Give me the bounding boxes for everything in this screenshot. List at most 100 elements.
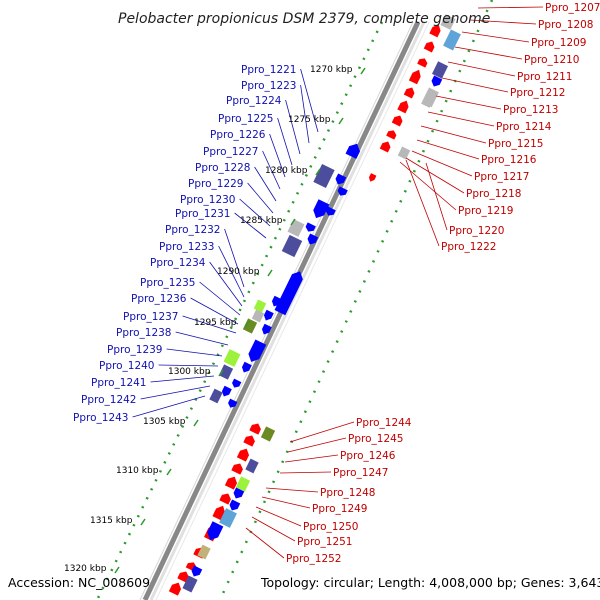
leader-line bbox=[239, 198, 271, 227]
leader-line bbox=[218, 245, 245, 298]
gene-arrow bbox=[228, 398, 238, 408]
leader-line bbox=[425, 162, 448, 231]
gene-arrow bbox=[168, 582, 182, 596]
gene-features bbox=[168, 14, 461, 596]
kbp-scale: 1270 kbp 1275 kbp 1280 kbp 1285 kbp 1290 kbp… bbox=[64, 65, 366, 574]
kbp-tick-label: 1275 kbp bbox=[288, 115, 331, 125]
gene-arrow bbox=[431, 75, 443, 87]
gene-arrow bbox=[177, 571, 189, 583]
gene-label: Ppro_1244 bbox=[356, 417, 412, 429]
leader-line bbox=[399, 161, 457, 211]
leader-line bbox=[405, 159, 440, 247]
gene-arrow bbox=[403, 87, 415, 99]
gene-label: Ppro_1240 bbox=[99, 360, 154, 372]
gene-arrow bbox=[386, 130, 397, 140]
leader-line bbox=[245, 527, 285, 559]
cog-box bbox=[219, 508, 237, 528]
gene-label: Ppro_1242 bbox=[81, 394, 136, 406]
gene-label: Ppro_1235 bbox=[140, 277, 195, 289]
gene-label: Ppro_1210 bbox=[524, 54, 579, 66]
leader-line bbox=[140, 385, 211, 400]
gene-label: Ppro_1228 bbox=[195, 162, 250, 174]
cog-box bbox=[440, 14, 456, 30]
gene-arrow bbox=[423, 41, 435, 53]
gene-arrow bbox=[337, 186, 348, 196]
gene-arrow bbox=[233, 487, 245, 499]
gene-arrow bbox=[307, 233, 319, 245]
gene-arrow bbox=[243, 435, 255, 447]
leader-line bbox=[461, 31, 530, 43]
gene-label: Ppro_1209 bbox=[531, 37, 586, 49]
cog-box bbox=[209, 388, 223, 404]
kbp-tick-label: 1290 kbp bbox=[217, 267, 260, 277]
gene-label: Ppro_1250 bbox=[303, 521, 358, 533]
leader-line bbox=[420, 125, 487, 144]
forward-strand-labels: Ppro_1207 Ppro_1208 Ppro_1209 Ppro_1210 Ppro… bbox=[286, 2, 600, 565]
kbp-tick-label: 1295 kbp bbox=[194, 318, 237, 328]
gene-label: Ppro_1219 bbox=[458, 205, 513, 217]
gene-label: Ppro_1233 bbox=[159, 241, 214, 253]
gene-label: Ppro_1241 bbox=[91, 377, 146, 389]
reverse-strand-labels: Ppro_1221 Ppro_1223 Ppro_1224 Ppro_1225 Ppro… bbox=[73, 64, 296, 424]
gene-label: Ppro_1249 bbox=[312, 503, 367, 515]
gene-arrow bbox=[429, 24, 441, 38]
gene-arrow bbox=[232, 378, 242, 388]
leader-line bbox=[234, 212, 267, 239]
kbp-tick-mark bbox=[193, 419, 199, 427]
kbp-tick-mark bbox=[218, 369, 224, 377]
kbp-tick-mark bbox=[166, 468, 172, 476]
cog-box bbox=[426, 106, 438, 118]
gene-arrow bbox=[325, 206, 336, 216]
leader-line bbox=[255, 506, 302, 527]
gene-label: Ppro_1223 bbox=[241, 80, 296, 92]
leader-line bbox=[285, 99, 301, 155]
gene-arrow bbox=[335, 173, 347, 185]
gene-arrow bbox=[224, 476, 238, 490]
kbp-tick-label: 1280 kbp bbox=[265, 166, 308, 176]
cog-box bbox=[397, 146, 411, 160]
gene-arrow bbox=[219, 493, 231, 505]
gene-label: Ppro_1221 bbox=[241, 64, 296, 76]
gene-label: Ppro_1225 bbox=[218, 113, 273, 125]
gene-label: Ppro_1236 bbox=[131, 293, 187, 305]
kbp-tick-label: 1310 kbp bbox=[116, 466, 159, 476]
leader-line bbox=[435, 95, 502, 110]
gene-label: Ppro_1229 bbox=[188, 178, 243, 190]
map-title: Pelobacter propionicus DSM 2379, complet… bbox=[118, 11, 490, 27]
gene-label: Ppro_1222 bbox=[441, 241, 496, 253]
leader-line bbox=[405, 157, 465, 194]
gene-label: Ppro_1239 bbox=[107, 344, 162, 356]
label-leader-lines bbox=[132, 6, 544, 559]
leader-line bbox=[411, 150, 473, 177]
leader-line bbox=[300, 84, 310, 144]
leader-line bbox=[447, 61, 516, 77]
gene-arrow bbox=[229, 499, 241, 511]
leader-line bbox=[262, 150, 281, 190]
cog-box bbox=[223, 349, 241, 367]
cog-box bbox=[253, 299, 267, 313]
leader-line bbox=[175, 331, 229, 346]
leader-line bbox=[247, 182, 274, 214]
kbp-tick-mark bbox=[267, 269, 273, 277]
gene-label: Ppro_1218 bbox=[466, 188, 521, 200]
leader-line bbox=[224, 228, 245, 288]
kbp-tick-label: 1315 kbp bbox=[90, 516, 133, 526]
gene-arrow bbox=[391, 115, 403, 127]
gene-arrow bbox=[313, 199, 330, 219]
summary-text: Topology: circular; Length: 4,008,000 bp… bbox=[260, 575, 600, 590]
gene-label: Ppro_1224 bbox=[226, 95, 282, 107]
cog-box bbox=[421, 87, 439, 109]
gene-label: Ppro_1215 bbox=[488, 138, 543, 150]
gene-label: Ppro_1246 bbox=[340, 450, 396, 462]
gene-arrow bbox=[248, 339, 267, 362]
gene-arrow bbox=[263, 309, 274, 321]
leader-line bbox=[427, 111, 495, 127]
gene-label: Ppro_1234 bbox=[150, 257, 206, 269]
leader-line bbox=[199, 281, 241, 316]
kbp-tick-label: 1300 kbp bbox=[168, 367, 211, 377]
gene-label: Ppro_1220 bbox=[449, 225, 504, 237]
gene-label: Ppro_1252 bbox=[286, 553, 341, 565]
leader-line bbox=[441, 77, 509, 93]
leader-line bbox=[251, 516, 296, 542]
gene-arrow bbox=[207, 521, 224, 541]
